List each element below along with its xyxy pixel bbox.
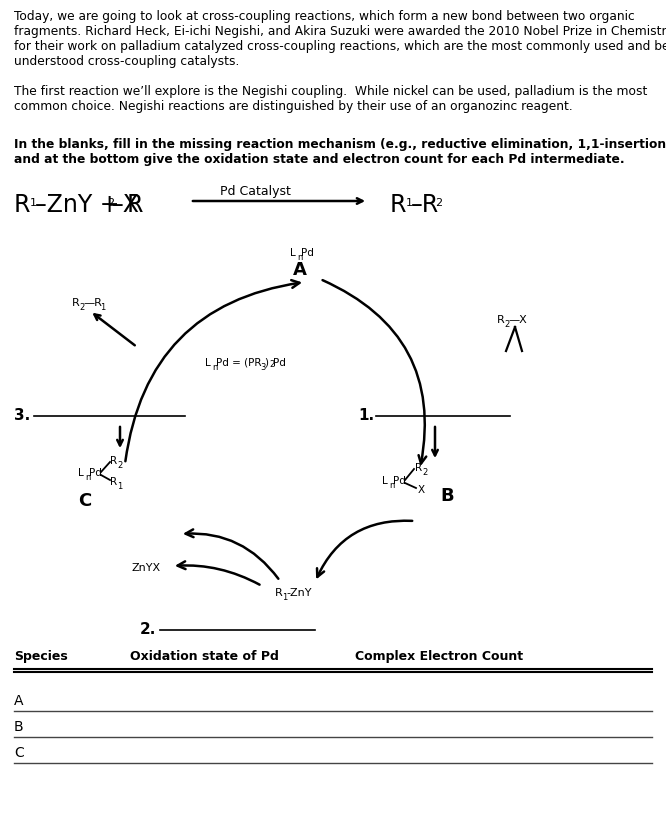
Text: A: A (14, 693, 23, 707)
Text: L: L (290, 248, 296, 258)
Text: Pd Catalyst: Pd Catalyst (220, 184, 290, 198)
Text: R: R (497, 314, 505, 325)
Text: R: R (110, 476, 117, 486)
Text: Species: Species (14, 649, 68, 662)
Text: n: n (389, 480, 394, 490)
Text: and at the bottom give the oxidation state and electron count for each Pd interm: and at the bottom give the oxidation sta… (14, 153, 625, 165)
Text: The first reaction we’ll explore is the Negishi coupling.  While nickel can be u: The first reaction we’ll explore is the … (14, 85, 647, 112)
Text: Complex Electron Count: Complex Electron Count (355, 649, 523, 662)
FancyArrowPatch shape (322, 281, 426, 464)
Text: ZnYX: ZnYX (132, 562, 161, 572)
Text: R: R (110, 456, 117, 466)
Text: 2: 2 (107, 198, 114, 208)
Text: 2: 2 (422, 467, 428, 476)
Text: 2: 2 (79, 303, 85, 312)
Text: R: R (72, 298, 80, 308)
Text: –ZnY + R: –ZnY + R (35, 193, 143, 217)
Text: B: B (14, 719, 23, 733)
Text: 3: 3 (260, 362, 265, 371)
Text: 2: 2 (435, 198, 442, 208)
Text: n: n (297, 253, 302, 261)
Text: n: n (212, 362, 217, 371)
Text: Pd: Pd (301, 248, 314, 258)
Text: L: L (78, 467, 84, 477)
Text: X: X (418, 485, 425, 495)
Text: Pd = (PR: Pd = (PR (216, 357, 262, 367)
Text: -ZnY: -ZnY (286, 587, 312, 597)
Text: In the blanks, fill in the missing reaction mechanism (e.g., reductive eliminati: In the blanks, fill in the missing react… (14, 138, 666, 151)
Text: R: R (415, 462, 422, 472)
Text: Today, we are going to look at cross-coupling reactions, which form a new bond b: Today, we are going to look at cross-cou… (14, 10, 666, 68)
Text: Pd: Pd (273, 357, 286, 367)
Text: Pd: Pd (393, 476, 406, 485)
Text: 1: 1 (117, 481, 123, 490)
Text: A: A (293, 261, 307, 279)
Text: —X: —X (508, 314, 527, 325)
Text: R: R (14, 193, 31, 217)
Text: 2: 2 (117, 461, 123, 470)
FancyArrowPatch shape (186, 530, 278, 579)
Text: 1: 1 (406, 198, 413, 208)
Text: Pd: Pd (89, 467, 102, 477)
Text: L: L (382, 476, 388, 485)
Text: 1: 1 (282, 592, 287, 601)
Text: C: C (14, 745, 24, 759)
FancyArrowPatch shape (178, 562, 260, 585)
Text: 1: 1 (100, 303, 105, 312)
Text: 2: 2 (504, 319, 509, 328)
Text: L: L (205, 357, 210, 367)
Text: 2.: 2. (140, 621, 157, 636)
Text: 2: 2 (269, 360, 274, 369)
Text: –X: –X (112, 193, 140, 217)
Text: C: C (78, 491, 91, 509)
Text: n: n (85, 472, 91, 481)
Text: –R: –R (411, 193, 440, 217)
Text: 1.: 1. (358, 408, 374, 423)
FancyArrowPatch shape (317, 521, 412, 577)
Text: —R: —R (83, 298, 102, 308)
Text: B: B (440, 486, 454, 504)
Text: 1: 1 (30, 198, 37, 208)
Text: R: R (390, 193, 406, 217)
Text: ): ) (264, 357, 268, 367)
FancyArrowPatch shape (125, 281, 300, 461)
Text: Oxidation state of Pd: Oxidation state of Pd (130, 649, 279, 662)
Text: 3.: 3. (14, 408, 30, 423)
Text: R: R (275, 587, 283, 597)
